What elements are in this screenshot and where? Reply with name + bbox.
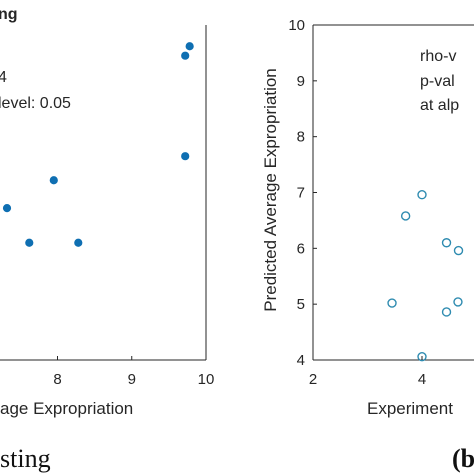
right-y-tick-label: 8 (297, 129, 305, 146)
left-scatter-panel: ng 4 level: 0.05 age Expropriation sting… (0, 6, 214, 473)
scatter-point-open (441, 238, 452, 248)
scatter-point (25, 238, 34, 247)
right-y-tick-label: 5 (297, 296, 305, 313)
left-chart-title: ng (0, 6, 18, 23)
left-x-tick-label: 8 (53, 371, 61, 388)
left-annotation-line-2: level: 0.05 (0, 95, 71, 112)
right-annotation-line-2: p-val (420, 73, 455, 90)
right-y-axis-label: Predicted Average Expropriation (261, 68, 280, 312)
scatter-point-open (387, 298, 397, 308)
scatter-point (181, 152, 190, 161)
scatter-point (49, 176, 58, 185)
left-caption: sting (0, 444, 51, 473)
left-x-axis-label: age Expropriation (0, 399, 133, 418)
right-x-axis-label: Experiment (367, 399, 453, 418)
left-x-tick-label: 9 (128, 371, 136, 388)
scatter-point-open (417, 190, 427, 200)
right-y-tick-label: 4 (297, 352, 305, 369)
scatter-point (2, 204, 12, 213)
right-y-tick-label: 6 (297, 240, 305, 257)
scatter-point (74, 238, 83, 247)
right-x-tick-label: 2 (309, 371, 317, 388)
scatter-point-open (417, 351, 427, 362)
scatter-point-open (453, 297, 463, 307)
right-x-tick-label: 4 (418, 371, 426, 388)
right-caption: (b (452, 444, 474, 473)
left-x-tick-label: 10 (198, 371, 215, 388)
right-annotation-line-1: rho-v (420, 48, 456, 65)
scatter-point-open (400, 211, 411, 221)
scatter-point-open (441, 307, 452, 317)
scatter-point (185, 42, 194, 51)
left-annotation-line-1: 4 (0, 69, 7, 86)
right-y-tick-label: 9 (297, 73, 305, 90)
right-y-tick-label: 10 (288, 17, 305, 34)
right-y-tick-label: 7 (297, 185, 305, 202)
right-scatter-panel: rho-v p-val at alp Predicted Average Exp… (261, 17, 474, 473)
scatter-point (181, 51, 190, 60)
scatter-point-open (453, 245, 464, 256)
right-annotation-line-3: at alp (420, 97, 459, 114)
